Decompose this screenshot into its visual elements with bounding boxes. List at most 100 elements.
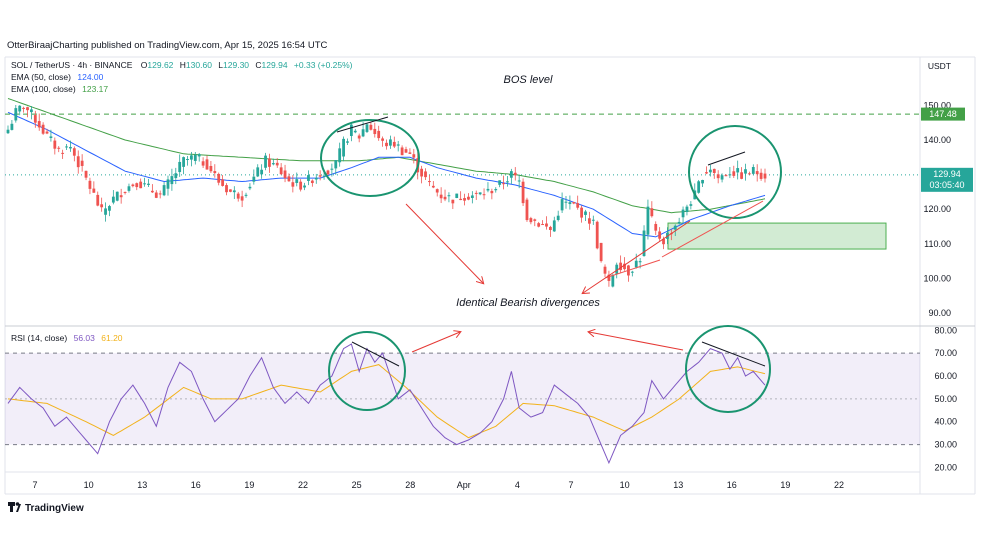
close-label: C — [255, 60, 261, 70]
candle — [244, 192, 248, 198]
candle-body — [53, 140, 57, 149]
bos-price-tag-text: 147.48 — [929, 109, 957, 119]
candle — [72, 146, 76, 162]
candle — [568, 195, 572, 210]
candle — [369, 122, 373, 131]
candle — [193, 152, 197, 165]
time-tick-label: 4 — [515, 480, 520, 490]
candle — [18, 105, 22, 116]
candle — [467, 193, 470, 201]
candle — [588, 211, 591, 230]
candle — [658, 227, 662, 241]
candle — [517, 174, 521, 189]
candle-body — [154, 192, 158, 198]
candle-body — [646, 206, 650, 235]
candle-body — [404, 149, 408, 153]
candle-body — [295, 179, 299, 183]
time-tick-label: 28 — [405, 480, 415, 490]
currency-label: USDT — [928, 61, 951, 71]
candle — [84, 170, 88, 181]
candle-body — [119, 195, 123, 198]
candle-body — [287, 176, 291, 182]
candle-body — [310, 180, 314, 184]
candle — [740, 167, 743, 180]
candle-body — [556, 215, 560, 221]
candle-body — [213, 171, 217, 174]
candle-body — [509, 171, 513, 178]
candle-body — [615, 264, 619, 274]
candle-body — [755, 171, 759, 175]
candle-body — [334, 160, 338, 169]
candle — [552, 216, 556, 232]
candle — [268, 153, 271, 173]
candle — [389, 135, 392, 149]
candle-body — [470, 195, 474, 198]
candle — [330, 163, 334, 177]
candle — [209, 160, 213, 174]
candle — [627, 264, 630, 282]
candle — [498, 180, 502, 188]
candle — [396, 140, 400, 152]
candle — [716, 170, 720, 184]
candle — [147, 178, 150, 187]
ema-lines — [7, 98, 766, 238]
candle — [712, 168, 716, 179]
candle — [264, 152, 267, 171]
rsi-line — [7, 343, 766, 465]
candle-body — [307, 175, 310, 181]
tradingview-logo-icon — [8, 502, 21, 512]
candle — [279, 163, 283, 176]
time-tick-label: 13 — [137, 480, 147, 490]
candle-body — [37, 121, 41, 128]
candle-body — [84, 170, 88, 178]
candle — [759, 168, 763, 181]
candle — [111, 190, 115, 205]
candle-body — [392, 141, 396, 147]
candle — [338, 142, 342, 167]
candle — [14, 104, 18, 123]
candle-body — [45, 131, 49, 134]
candle — [490, 188, 494, 200]
circle-rsi-right — [685, 325, 771, 413]
candle — [705, 166, 708, 175]
candle-body — [724, 175, 728, 177]
candle — [736, 160, 740, 180]
candle-body — [6, 129, 10, 134]
candle-body — [186, 159, 189, 161]
close-value: 129.94 — [262, 60, 288, 70]
candle — [349, 123, 353, 142]
candle — [607, 270, 611, 287]
candle-body — [268, 158, 271, 167]
rsi-legend: RSI (14, close) 56.03 61.20 — [11, 333, 123, 343]
candle — [724, 174, 728, 177]
candle-body — [720, 175, 724, 180]
candle-body — [131, 184, 135, 187]
candle — [392, 136, 396, 149]
low-label: L — [218, 60, 223, 70]
candle — [439, 187, 443, 204]
time-tick-label: 13 — [673, 480, 683, 490]
candle-body — [342, 138, 345, 157]
candle — [100, 197, 104, 212]
candle — [654, 221, 658, 236]
candle-body — [158, 193, 162, 195]
candle-body — [170, 176, 174, 185]
candle — [720, 173, 724, 183]
rsi-tick-label: 20.00 — [934, 462, 957, 472]
candle — [677, 217, 681, 225]
time-tick-label: 7 — [568, 480, 573, 490]
candle-body — [455, 193, 459, 198]
arrow-to-text-left — [405, 203, 483, 283]
candle-body — [349, 124, 353, 137]
divergence-label: Identical Bearish divergences — [456, 297, 600, 309]
candle — [689, 201, 693, 210]
last-price-tag — [921, 167, 973, 192]
price-tick-label: 150.00 — [923, 100, 951, 110]
candle-body — [459, 198, 463, 201]
candle-body — [162, 185, 166, 196]
candle-body — [76, 156, 80, 168]
candle-body — [478, 192, 482, 195]
candle — [708, 164, 712, 177]
candle — [96, 191, 100, 207]
candle-body — [338, 148, 342, 163]
